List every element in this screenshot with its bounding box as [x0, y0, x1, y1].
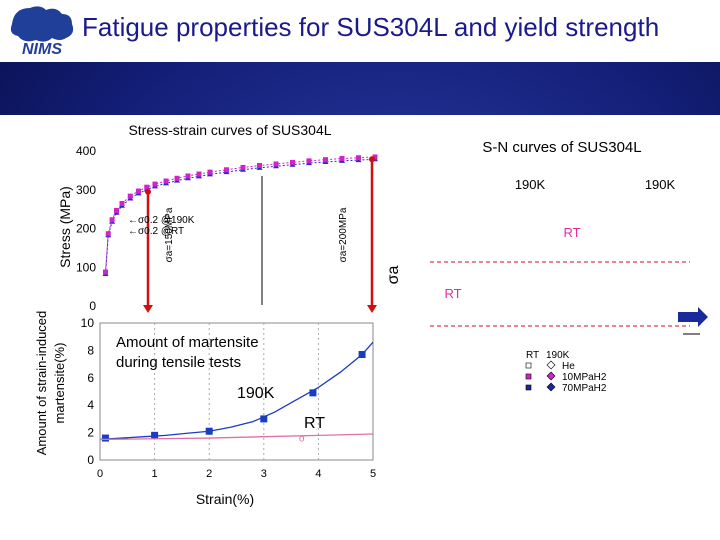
mart-point-190K [358, 351, 366, 359]
sn-legend-label: 70MPaH2 [562, 383, 607, 394]
ss-point-RT [174, 175, 180, 181]
mart-point-RT: σ [299, 434, 306, 445]
mart-y-tick-label: 0 [87, 453, 94, 467]
sn-legend-header-rt: RT [526, 350, 539, 361]
mart-point-190K [101, 434, 109, 442]
sn-curves-chart: S-N curves of SUS304L σa 190K 190K RT RT RT 190… [385, 139, 708, 394]
mart-y-tick-label: 8 [87, 343, 94, 357]
ss-y-tick-label: 200 [76, 222, 96, 236]
mart-x-tick-label: 3 [261, 468, 267, 480]
mart-point-190K [205, 427, 213, 435]
sn-label-rt-a: RT [563, 225, 580, 240]
sa200-label: σa=200MPa [338, 207, 349, 262]
mart-x-tick-label: 5 [370, 468, 376, 480]
ss-title: Stress-strain curves of SUS304L [128, 122, 331, 138]
sn-runout-marker [678, 312, 700, 322]
mart-series-label-190K: 190K [237, 385, 275, 402]
ss-point-RT [339, 156, 345, 162]
header-bar: NIMS Fatigue properties for SUS304L and … [0, 0, 720, 62]
sa150-label: σa=150MPa [164, 207, 175, 262]
sn-label-rt-b: RT [444, 286, 461, 301]
ss-series-line-RT [105, 156, 376, 273]
sa150-point [145, 188, 151, 195]
mart-title-line2: during tensile tests [116, 354, 241, 371]
ss-point-RT [196, 171, 202, 177]
ss-point-RT [144, 184, 150, 190]
ss-point-RT [109, 217, 115, 223]
mart-y-tick-label: 2 [87, 426, 94, 440]
mart-x-axis-label: Strain(%) [196, 491, 254, 507]
logo-shape [10, 6, 74, 42]
ss-point-RT [224, 167, 229, 173]
mart-y-axis-label-line2: martensite(%) [52, 343, 67, 424]
mart-x-tick-label: 0 [97, 468, 103, 480]
sn-legend-rt-marker [525, 373, 532, 380]
ss-point-RT [103, 269, 108, 275]
sn-legend-label: 10MPaH2 [562, 372, 607, 383]
sn-legend-header-190k: 190K [546, 350, 570, 361]
sn-runout-arrowhead [698, 307, 708, 327]
sn-y-axis-label: σa [385, 266, 402, 285]
sigma02-190k-label: ←σ0.2 @190K [128, 215, 195, 226]
mart-y-tick-label: 10 [81, 316, 95, 330]
mart-point-190K [309, 389, 317, 397]
ss-point-RT [136, 188, 141, 194]
ss-point-RT [323, 157, 328, 163]
ss-point-RT [372, 154, 378, 160]
ss-y-tick-label: 100 [76, 260, 96, 274]
sn-label-190k-a: 190K [515, 177, 546, 192]
ss-point-RT [240, 164, 246, 170]
ss-y-axis-label: Stress (MPa) [57, 186, 73, 268]
slide-title: Fatigue properties for SUS304L and yield… [82, 12, 660, 42]
mart-plot-frame [99, 322, 374, 461]
logo-text: NIMS [22, 41, 62, 58]
mart-title-line1: Amount of martensite [116, 334, 259, 351]
mart-series-line-190K [99, 341, 374, 441]
mart-series-label-RT: RT [304, 415, 325, 432]
sigma02-rt-label: ←σ0.2 @RT [128, 226, 184, 237]
ss-series-line-190K [105, 158, 376, 275]
ss-point-RT [105, 231, 111, 237]
sn-legend-rt-marker [525, 384, 532, 391]
ss-point-RT [163, 178, 169, 184]
ss-point-RT [127, 193, 133, 199]
ss-point-RT [257, 163, 262, 168]
ss-point-RT [306, 158, 312, 164]
sa200-arrow-head [367, 305, 377, 313]
martensite-chart: 0 2 4 6 8 10 0 1 2 3 4 5 Strain(%) Amount of strain-i… [34, 311, 376, 507]
mart-x-tick-label: 2 [206, 468, 212, 480]
mart-point-190K [260, 415, 268, 423]
sn-title: S-N curves of SUS304L [482, 139, 641, 156]
ss-point-RT [290, 159, 295, 165]
figure-panel: Stress-strain curves of SUS304L Stress (M… [0, 115, 720, 540]
ss-point-RT [207, 169, 213, 175]
sn-legend-190k-marker [546, 382, 556, 392]
sa200-point [369, 156, 375, 163]
sn-legend-190k-marker [546, 371, 556, 381]
mart-point-190K [151, 431, 159, 439]
mart-y-axis-label-line1: Amount of strain-induced [34, 311, 49, 456]
sn-legend-rt-marker [525, 362, 532, 369]
ss-point-RT [152, 181, 158, 187]
mart-x-tick-label: 1 [152, 468, 158, 480]
sn-label-190k-b: 190K [645, 177, 676, 192]
ss-y-tick-label: 0 [89, 299, 96, 313]
mart-x-tick-label: 4 [315, 468, 321, 480]
sa150-arrow-head [143, 305, 153, 313]
sn-legend-190k-marker [546, 360, 556, 370]
ss-y-tick-label: 400 [76, 144, 96, 158]
ss-point-RT [185, 173, 191, 179]
sn-legend-label: He [562, 361, 575, 372]
stress-strain-chart: Stress-strain curves of SUS304L Stress (M… [57, 122, 378, 313]
nims-logo: NIMS [10, 6, 74, 58]
mart-y-tick-label: 4 [87, 398, 94, 412]
ss-point-RT [356, 155, 361, 161]
ss-y-tick-label: 300 [76, 183, 96, 197]
ss-point-RT [114, 207, 119, 213]
mart-series-line-RT [99, 433, 374, 441]
ss-point-RT [273, 161, 279, 167]
mart-y-tick-label: 6 [87, 371, 94, 385]
ss-point-RT [119, 200, 125, 206]
figure-svg: Stress-strain curves of SUS304L Stress (M… [34, 122, 708, 507]
